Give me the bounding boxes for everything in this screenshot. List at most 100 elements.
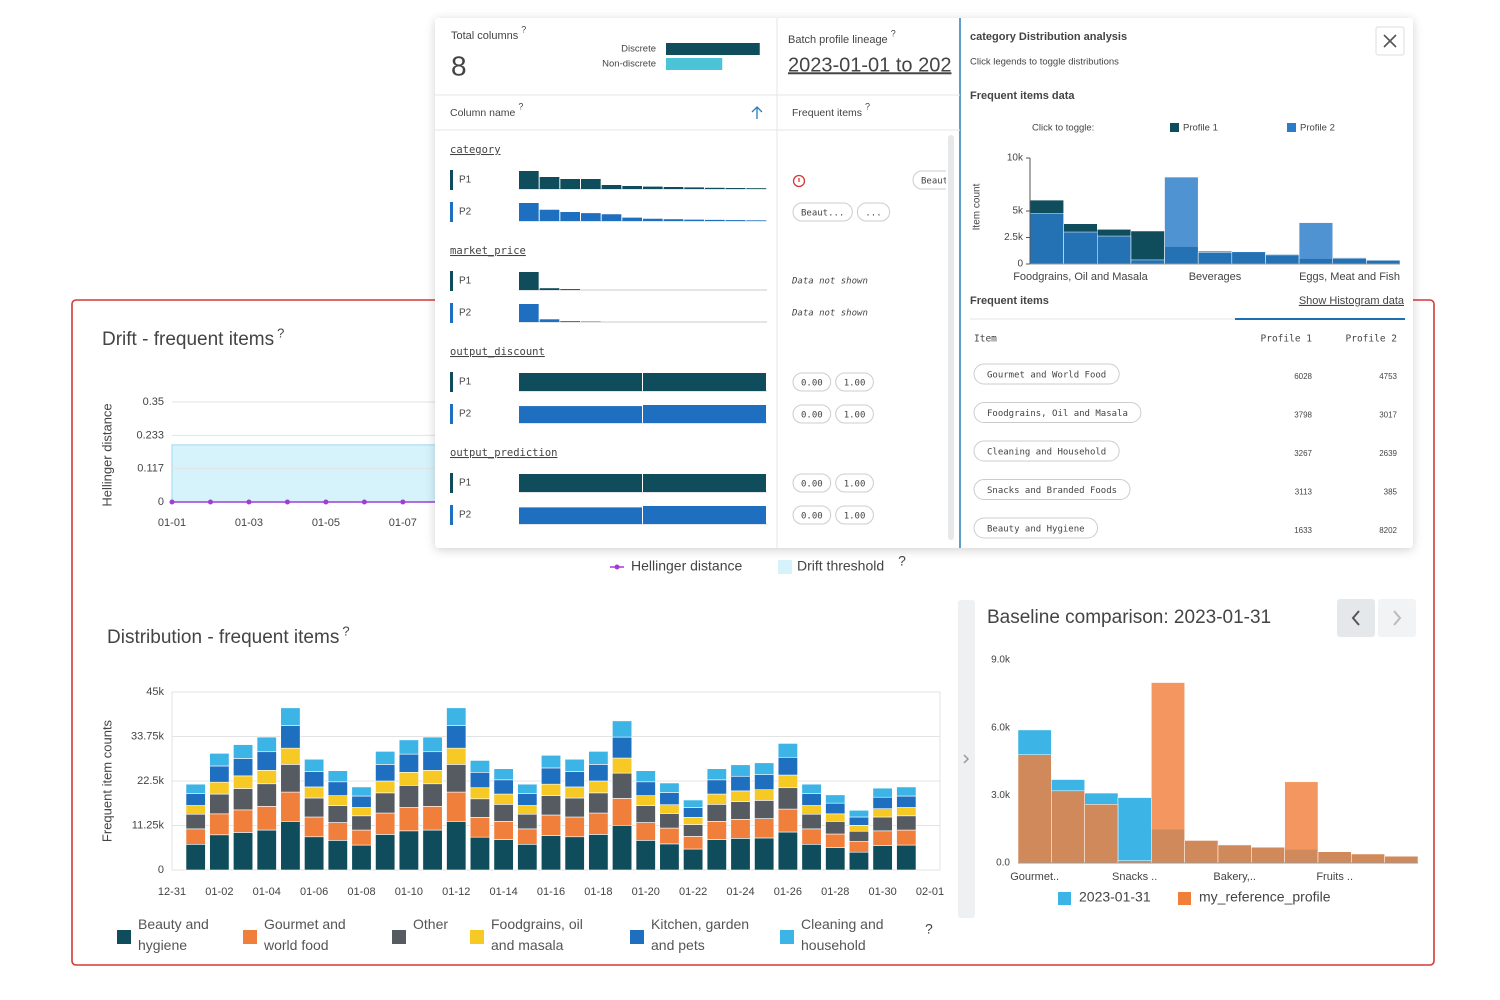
x-tick-label: Gourmet..: [1010, 871, 1059, 883]
lineage-range[interactable]: 2023-01-01 to 202: [788, 54, 951, 76]
chip[interactable]: [792, 404, 832, 424]
item-name: Snacks and Branded Foods: [987, 486, 1117, 496]
x-tick-label: 01-06: [300, 886, 328, 898]
bar-segment: [446, 821, 467, 871]
chip[interactable]: [792, 473, 832, 493]
bar-segment: [233, 809, 254, 833]
bar-segment: [730, 790, 751, 802]
bar: [1197, 252, 1233, 265]
chip[interactable]: [835, 473, 874, 493]
x-tick-label: Snacks ..: [1112, 871, 1157, 883]
x-tick-label: 01-10: [395, 886, 423, 898]
y-tick-label: 10k: [1007, 153, 1024, 164]
bar-segment: [635, 781, 656, 796]
bar-segment: [612, 825, 633, 871]
bar-segment: [540, 754, 562, 769]
column-name[interactable]: category: [450, 144, 501, 156]
legend-swatch[interactable]: [1287, 123, 1296, 132]
chip[interactable]: [835, 404, 874, 424]
bar-segment: [233, 758, 254, 777]
bar: [1051, 790, 1085, 864]
profile-indicator: [450, 170, 453, 190]
histogram-bar: [746, 188, 766, 189]
legend-label[interactable]: Profile 2: [1300, 123, 1335, 134]
bar-segment: [280, 821, 301, 871]
bar-segment: [398, 785, 419, 808]
column-name[interactable]: output_discount: [450, 346, 545, 358]
help-icon[interactable]: ?: [518, 101, 523, 111]
point: [169, 499, 175, 505]
chip-label: 0.00: [801, 480, 823, 490]
bar-segment: [540, 767, 562, 785]
bar-segment: [209, 793, 230, 815]
histogram-bar: [519, 474, 642, 492]
bar-segment: [659, 804, 680, 814]
scrollbar[interactable]: [948, 135, 954, 540]
y-axis-label: Frequent item counts: [99, 719, 114, 842]
histogram-bar: [519, 507, 642, 524]
histogram-bar: [539, 319, 560, 322]
prev-button[interactable]: [1337, 599, 1375, 637]
bar-segment: [233, 788, 254, 811]
chip[interactable]: [792, 202, 853, 222]
chip-label: Beaut...: [801, 209, 844, 219]
legend-label: Foodgrains, oil and masala: [491, 916, 583, 953]
bar: [1063, 231, 1098, 265]
chip[interactable]: [973, 440, 1120, 462]
chip[interactable]: [973, 517, 1099, 539]
chip-label: 1.00: [844, 512, 866, 522]
note: Data not shown: [791, 277, 868, 287]
profile-indicator: [450, 202, 453, 222]
bar-segment: [564, 797, 585, 818]
bar-segment: [848, 809, 869, 818]
x-tick-label: Foodgrains, Oil and Masala: [1013, 271, 1148, 283]
chip[interactable]: [973, 363, 1120, 385]
bar-segment: [730, 775, 751, 792]
profile-label: P1: [459, 276, 472, 287]
legend-swatch: [630, 930, 644, 944]
bar-segment: [422, 770, 443, 785]
bar-segment: [896, 844, 917, 871]
help-icon[interactable]: ?: [891, 28, 896, 38]
chip[interactable]: [835, 505, 874, 525]
point: [400, 499, 406, 505]
bar-segment: [351, 815, 372, 831]
legend-label[interactable]: Profile 1: [1183, 123, 1218, 134]
chip[interactable]: [835, 372, 874, 392]
chip[interactable]: [856, 202, 891, 222]
help-icon[interactable]: ?: [277, 325, 284, 340]
chip[interactable]: [973, 402, 1142, 423]
bar: [1029, 213, 1064, 265]
help-icon[interactable]: ?: [521, 24, 526, 34]
chip[interactable]: [792, 372, 832, 392]
chip[interactable]: [973, 479, 1131, 500]
table-cell: 3798: [1294, 411, 1312, 420]
collapse-handle[interactable]: [958, 600, 975, 918]
bar-segment: [612, 772, 633, 799]
histogram-bar: [560, 179, 580, 189]
bar-segment: [588, 812, 609, 835]
chip-label: 1.00: [844, 379, 866, 389]
link[interactable]: Show Histogram data: [1299, 295, 1405, 307]
bar-segment: [848, 816, 869, 826]
column-name[interactable]: market_price: [450, 245, 526, 257]
legend-swatch[interactable]: [1170, 123, 1179, 132]
column-name[interactable]: output_prediction: [450, 447, 557, 459]
bar-segment: [469, 798, 490, 818]
chip[interactable]: [792, 505, 832, 525]
bar-segment: [493, 804, 514, 822]
histogram-bar: [581, 213, 601, 221]
help-icon[interactable]: ?: [865, 101, 870, 111]
bar-segment: [517, 813, 538, 830]
help-icon[interactable]: ?: [898, 553, 906, 569]
x-tick-label: 01-01: [158, 517, 186, 529]
help-icon[interactable]: ?: [342, 623, 349, 638]
bar-segment: [517, 828, 538, 845]
next-button[interactable]: [1378, 599, 1416, 637]
bar-segment: [280, 791, 301, 822]
histogram-bar: [519, 203, 539, 221]
chip[interactable]: [912, 170, 956, 190]
total-columns-value: 8: [451, 50, 467, 81]
help-icon[interactable]: ?: [925, 921, 933, 937]
x-tick-label: 12-31: [158, 886, 186, 898]
